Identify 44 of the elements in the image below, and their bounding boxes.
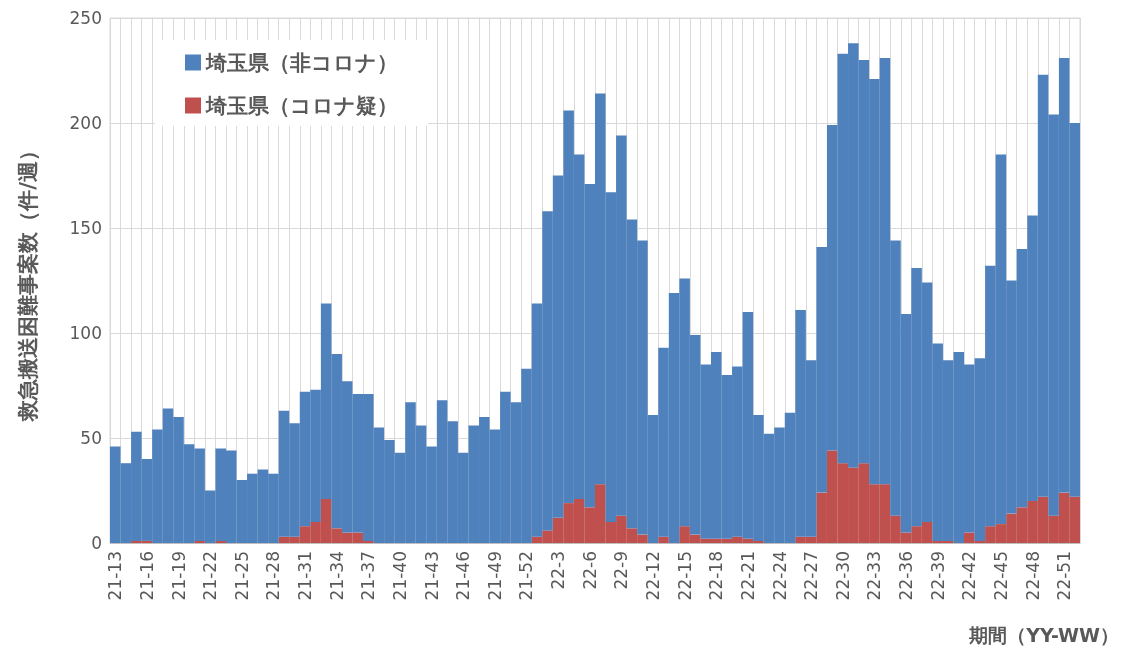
x-tick-label: 22-6 xyxy=(579,551,600,590)
x-tick-label: 22-3 xyxy=(548,551,569,590)
x-tick-label: 21-22 xyxy=(200,551,221,601)
x-tick-label: 21-52 xyxy=(516,551,537,601)
y-tick-label: 100 xyxy=(69,323,102,343)
legend-label: 埼玉県（非コロナ） xyxy=(205,50,398,75)
x-tick-label: 22-51 xyxy=(1054,551,1075,601)
bar xyxy=(194,540,205,543)
bar xyxy=(215,540,226,543)
x-tick-label: 21-43 xyxy=(421,551,442,601)
x-tick-label: 21-31 xyxy=(295,551,316,601)
legend-label: 埼玉県（コロナ疑） xyxy=(205,93,398,118)
x-tick-label: 22-18 xyxy=(706,551,727,601)
y-tick-label: 150 xyxy=(69,218,102,238)
x-tick-label: 22-15 xyxy=(674,551,695,601)
x-tick-label: 21-34 xyxy=(326,551,347,601)
x-tick-label: 22-45 xyxy=(990,551,1011,601)
x-tick-label: 22-36 xyxy=(896,551,917,601)
x-axis-title: 期間（YY-WW） xyxy=(968,623,1119,646)
bar xyxy=(658,536,669,543)
x-tick-label: 21-37 xyxy=(358,551,379,601)
x-tick-label: 21-49 xyxy=(484,551,505,601)
y-tick-label: 250 xyxy=(69,8,102,28)
x-tick-label: 21-19 xyxy=(168,551,189,601)
x-tick-label: 22-30 xyxy=(832,551,853,601)
x-tick-label: 22-39 xyxy=(927,551,948,601)
x-tick-label: 22-27 xyxy=(801,551,822,601)
x-tick-label: 21-46 xyxy=(453,551,474,601)
y-tick-label: 200 xyxy=(69,113,102,133)
y-tick-label: 0 xyxy=(91,533,102,553)
y-tick-label: 50 xyxy=(80,428,102,448)
x-tick-label: 22-33 xyxy=(864,551,885,601)
x-tick-label: 22-21 xyxy=(737,551,758,601)
x-tick-label: 21-40 xyxy=(389,551,410,601)
x-tick-label: 22-42 xyxy=(959,551,980,601)
y-axis-title: 救急搬送困難事案数（件/週） xyxy=(15,140,40,423)
x-tick-label: 22-9 xyxy=(611,551,632,590)
x-tick-label: 21-28 xyxy=(263,551,284,601)
x-tick-label: 22-12 xyxy=(642,551,663,601)
x-tick-label: 21-25 xyxy=(231,551,252,601)
x-tick-label: 21-16 xyxy=(136,551,157,601)
x-tick-label: 22-48 xyxy=(1022,551,1043,601)
x-tick-label: 21-13 xyxy=(105,551,126,601)
x-tick-label: 22-24 xyxy=(769,551,790,601)
